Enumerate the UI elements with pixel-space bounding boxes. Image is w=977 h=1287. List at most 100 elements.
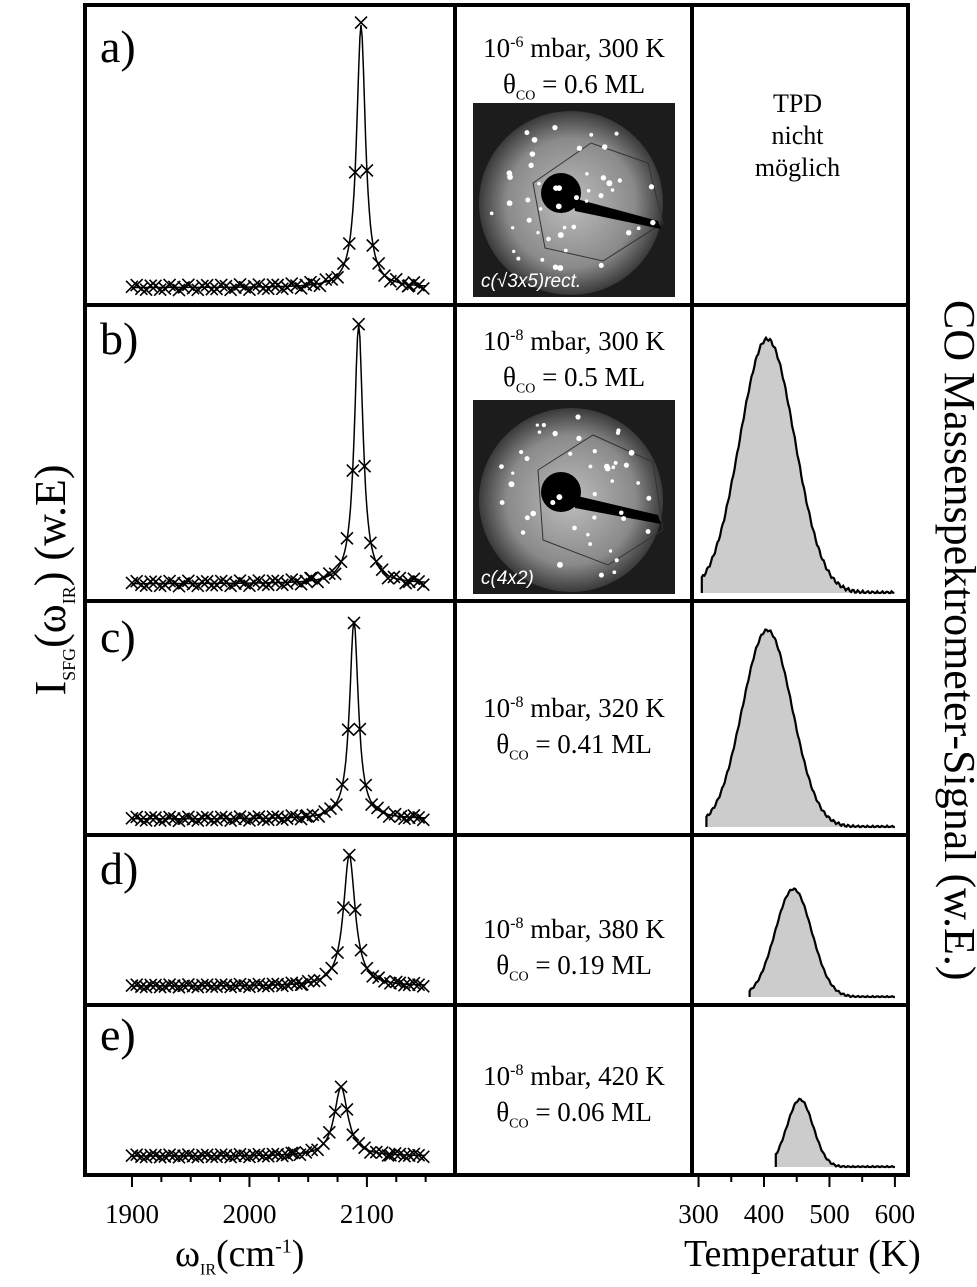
leed-spot bbox=[507, 174, 513, 180]
sfg-data-point bbox=[163, 1148, 177, 1162]
sfg-spectra bbox=[125, 15, 430, 1164]
tpd-spectra bbox=[700, 335, 895, 1169]
sfg-data-point bbox=[340, 1102, 354, 1117]
leed-spot bbox=[552, 264, 559, 270]
sfg-data-point bbox=[205, 578, 219, 592]
sfg-data-point bbox=[214, 810, 228, 824]
sfg-data-point bbox=[412, 1148, 426, 1162]
sfg-fit-line-a) bbox=[132, 24, 426, 289]
sfg-data-point bbox=[360, 961, 374, 975]
sfg-data-point bbox=[305, 571, 319, 585]
leed-spot bbox=[598, 193, 604, 199]
sfg-data-point bbox=[376, 805, 390, 819]
sfg-tick-label: 1900 bbox=[105, 1199, 159, 1229]
leed-spot bbox=[552, 124, 558, 131]
leed-spot bbox=[555, 203, 562, 210]
leed-spot bbox=[606, 180, 613, 187]
leed-spot bbox=[613, 460, 618, 465]
sfg-data-point bbox=[256, 577, 271, 591]
sfg-data-point bbox=[399, 576, 413, 590]
tpd-line-b) bbox=[700, 335, 895, 595]
panel-label-a: a) bbox=[100, 21, 136, 72]
leed-spot bbox=[623, 462, 629, 468]
leed-spot bbox=[550, 500, 556, 506]
sfg-data-point bbox=[354, 15, 368, 30]
sfg-data-point bbox=[233, 809, 247, 824]
leed-spot bbox=[546, 236, 551, 242]
leed-spot bbox=[600, 175, 607, 181]
tpd-line-d) bbox=[748, 887, 895, 999]
leed-spot bbox=[584, 199, 589, 203]
leed-pattern bbox=[479, 408, 664, 592]
leed-spot bbox=[529, 151, 536, 157]
leed-spot bbox=[519, 449, 524, 455]
leed-spot bbox=[541, 423, 546, 428]
sfg-data-point bbox=[242, 980, 257, 994]
sfg-data-point bbox=[285, 276, 299, 291]
leed-spot bbox=[552, 430, 558, 437]
leed-spot bbox=[586, 532, 590, 537]
leed-spot bbox=[506, 200, 513, 207]
leed-spot bbox=[520, 530, 526, 535]
sfg-data-point bbox=[340, 531, 354, 545]
leed-spot bbox=[576, 145, 583, 151]
sfg-data-point bbox=[144, 575, 158, 589]
sfg-data-point bbox=[266, 278, 280, 292]
sfg-data-point bbox=[401, 279, 415, 293]
sfg-data-point bbox=[300, 808, 314, 823]
sfg-tick-label: 2100 bbox=[340, 1199, 394, 1229]
sfg-data-point bbox=[167, 979, 181, 993]
sfg-data-point bbox=[275, 282, 289, 296]
sfg-data-point bbox=[416, 813, 430, 827]
sfg-data-point bbox=[366, 238, 380, 253]
sfg-data-point bbox=[348, 165, 362, 179]
sfg-data-point bbox=[195, 279, 210, 293]
leed-spot bbox=[572, 525, 577, 531]
sfg-data-point bbox=[330, 270, 345, 284]
leed-spot bbox=[535, 423, 539, 427]
sfg-data-point bbox=[181, 977, 195, 992]
sfg-data-point bbox=[224, 813, 238, 828]
leed-spot bbox=[568, 451, 573, 456]
leed-spot bbox=[557, 265, 564, 271]
sfg-data-point bbox=[359, 778, 373, 792]
leed-spot bbox=[557, 561, 563, 568]
tpd-area-e) bbox=[775, 1098, 895, 1167]
sfg-data-point bbox=[167, 1149, 181, 1163]
sfg-data-point bbox=[342, 848, 356, 862]
leed-spot bbox=[562, 225, 567, 230]
sfg-data-point bbox=[205, 813, 219, 827]
sfg-tick-label: 2000 bbox=[222, 1199, 276, 1229]
sfg-data-point bbox=[242, 1150, 257, 1164]
tpd-unavailable-note: TPD nicht möglich bbox=[754, 89, 841, 182]
leed-spot bbox=[540, 257, 545, 262]
sfg-data-point bbox=[346, 1128, 360, 1142]
sfg-data-point bbox=[402, 978, 416, 992]
leed-spot bbox=[585, 172, 589, 176]
sfg-data-point bbox=[330, 946, 345, 960]
conditions-d: 10-8 mbar, 380 K θCO = 0.19 ML bbox=[483, 914, 665, 985]
leed-spot bbox=[511, 471, 515, 475]
leed-spot bbox=[512, 249, 516, 254]
leed-spot bbox=[526, 217, 532, 223]
sfg-data-point bbox=[301, 974, 315, 988]
sfg-data-point bbox=[181, 810, 195, 824]
sfg-data-point bbox=[266, 574, 280, 588]
sfg-data-point bbox=[233, 977, 247, 991]
sfg-data-point bbox=[214, 278, 228, 292]
sfg-data-point bbox=[363, 536, 377, 550]
frame bbox=[83, 3, 910, 1177]
leed-spot bbox=[573, 195, 579, 201]
sfg-data-point bbox=[275, 979, 289, 993]
sfg-data-point bbox=[342, 237, 356, 251]
sfg-data-point bbox=[163, 810, 177, 824]
leed-spot bbox=[646, 495, 652, 501]
leed-spot bbox=[530, 510, 537, 517]
leed-spot bbox=[553, 185, 559, 191]
leed-spot bbox=[586, 188, 591, 193]
sfg-data-point bbox=[172, 980, 186, 994]
leed-spot bbox=[615, 430, 621, 435]
conditions-e: 10-8 mbar, 420 K θCO = 0.06 ML bbox=[483, 1061, 665, 1132]
sfg-data-point bbox=[334, 1080, 348, 1094]
conditions-a: 10-6 mbar, 300 K θCO = 0.6 ML bbox=[483, 33, 665, 104]
